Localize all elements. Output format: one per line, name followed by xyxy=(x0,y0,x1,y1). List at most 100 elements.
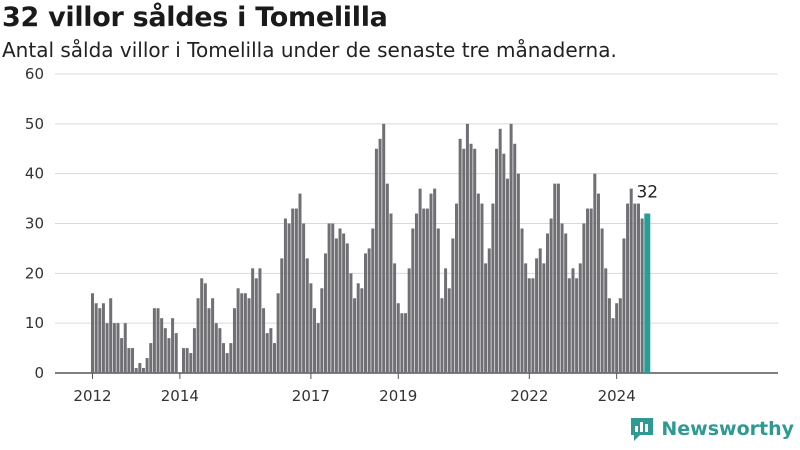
bar xyxy=(265,333,269,373)
newsworthy-logo-icon xyxy=(631,418,654,441)
bar xyxy=(556,183,560,373)
bar xyxy=(582,223,586,373)
bar xyxy=(593,173,597,373)
bar xyxy=(549,218,553,373)
bar xyxy=(447,288,451,373)
bar xyxy=(407,268,411,373)
bar xyxy=(236,288,240,373)
bar xyxy=(455,203,458,373)
bar xyxy=(218,328,222,373)
bar xyxy=(189,353,193,373)
bar xyxy=(414,213,418,373)
bar xyxy=(527,278,531,373)
bar xyxy=(524,263,528,373)
chart-subtitle: Antal sålda villor i Tomelilla under de … xyxy=(2,38,617,62)
bar xyxy=(611,318,615,373)
bar xyxy=(469,143,473,373)
bar xyxy=(626,203,630,373)
bar xyxy=(364,253,367,373)
bar xyxy=(618,298,622,373)
bar xyxy=(575,278,579,373)
bar xyxy=(615,303,619,373)
bar xyxy=(484,263,488,373)
x-tick-label: 2014 xyxy=(161,387,199,405)
y-tick-label: 50 xyxy=(25,115,44,133)
bar xyxy=(535,258,539,373)
bar xyxy=(596,193,600,373)
bar-latest xyxy=(644,213,651,373)
bar xyxy=(298,193,302,373)
bar xyxy=(152,308,156,373)
bar xyxy=(633,203,637,373)
bar xyxy=(444,268,448,373)
bar xyxy=(174,333,178,373)
bar xyxy=(433,188,437,373)
bar xyxy=(243,293,247,373)
bar xyxy=(283,218,287,373)
bar xyxy=(396,303,400,373)
bar xyxy=(160,318,164,373)
bar xyxy=(349,273,353,373)
bar xyxy=(309,283,313,373)
bar xyxy=(207,308,211,373)
bar xyxy=(465,123,469,373)
bar xyxy=(513,143,517,373)
bar xyxy=(531,278,535,373)
bar xyxy=(203,283,207,373)
x-tick-label: 2017 xyxy=(292,387,330,405)
bar xyxy=(436,228,440,373)
bar xyxy=(258,268,262,373)
bar xyxy=(94,303,98,373)
bar xyxy=(156,308,160,373)
bar xyxy=(182,348,185,373)
bar xyxy=(564,233,568,373)
bar xyxy=(145,358,149,373)
bar xyxy=(138,363,142,373)
bar xyxy=(385,183,389,373)
bar xyxy=(287,223,291,373)
bar xyxy=(127,348,131,373)
bar xyxy=(345,243,349,373)
brand-logo[interactable]: Newsworthy xyxy=(629,416,794,442)
bar xyxy=(353,298,357,373)
x-tick-label: 2024 xyxy=(598,387,636,405)
bar xyxy=(429,193,433,373)
bar xyxy=(400,313,404,373)
bar xyxy=(567,278,571,373)
bar xyxy=(291,208,295,373)
bar xyxy=(411,228,415,373)
bar xyxy=(458,138,462,373)
bar xyxy=(222,343,226,373)
bar xyxy=(589,208,593,373)
bar xyxy=(542,263,546,373)
bar xyxy=(251,268,255,373)
bar xyxy=(393,263,397,373)
bar xyxy=(280,258,284,373)
bar xyxy=(334,238,338,373)
bar xyxy=(495,148,499,373)
y-tick-label: 40 xyxy=(25,165,44,183)
y-tick-label: 0 xyxy=(34,364,44,382)
bar xyxy=(196,298,200,373)
chart-title: 32 villor såldes i Tomelilla xyxy=(2,2,388,33)
y-tick-label: 20 xyxy=(25,264,44,282)
bar xyxy=(342,233,346,373)
bar xyxy=(232,308,236,373)
bar xyxy=(171,318,175,373)
bar xyxy=(331,223,335,373)
bar xyxy=(509,123,513,373)
bar xyxy=(323,253,327,373)
bar xyxy=(498,128,502,373)
bar xyxy=(262,308,266,373)
bar xyxy=(360,288,364,373)
bar xyxy=(422,208,426,373)
bar xyxy=(225,353,229,373)
bar xyxy=(502,153,506,373)
bar xyxy=(116,323,120,373)
latest-value-label: 32 xyxy=(636,183,658,203)
bar xyxy=(487,248,491,373)
bar xyxy=(425,208,429,373)
bar xyxy=(546,233,549,373)
bar xyxy=(629,188,633,373)
